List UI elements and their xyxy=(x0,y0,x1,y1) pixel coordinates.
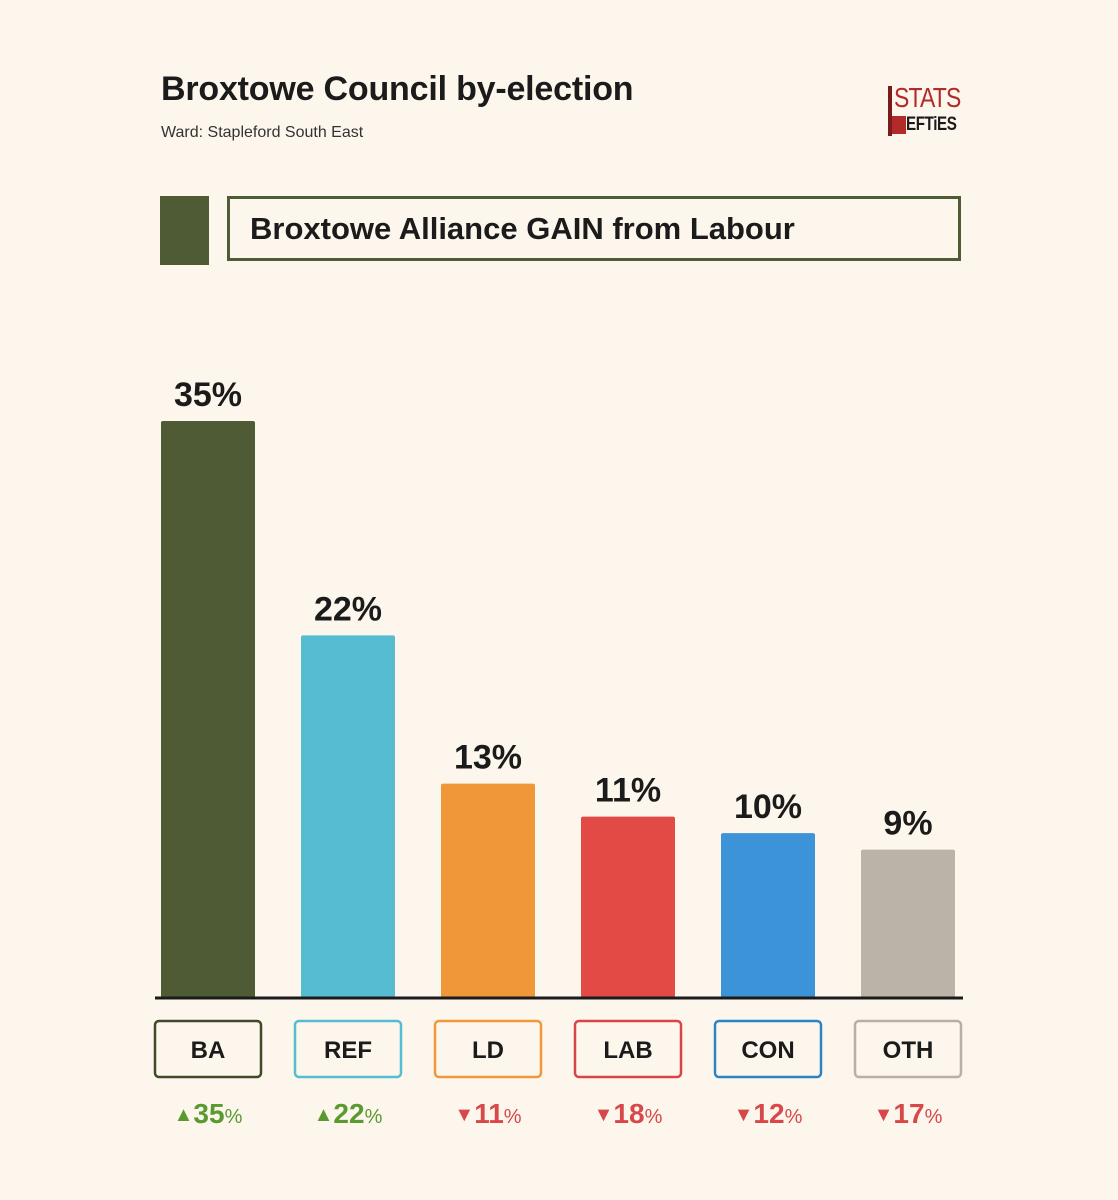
result-banner-text: Broxtowe Alliance GAIN from Labour xyxy=(250,210,795,246)
stats-for-lefties-logo: STATS EFTiES xyxy=(888,84,970,140)
bar-ref xyxy=(301,635,395,998)
category-label-con: CON xyxy=(741,1037,794,1064)
bar-ld xyxy=(441,783,535,998)
result-banner: Broxtowe Alliance GAIN from Labour xyxy=(227,196,961,261)
value-label-oth: 9% xyxy=(883,805,932,843)
value-label-ba: 35% xyxy=(174,376,242,414)
chart-title: Broxtowe Council by-election xyxy=(161,70,634,108)
category-label-ref: REF xyxy=(324,1037,372,1064)
logo-efties-text: EFTiES xyxy=(906,114,957,135)
category-box-ref xyxy=(293,1019,403,1079)
category-box-ld xyxy=(433,1019,543,1079)
change-label-ba: ▲35% xyxy=(174,1098,243,1129)
logo-stats-text: STATS xyxy=(894,82,961,113)
banner-color-swatch xyxy=(160,196,209,265)
category-label-ba: BA xyxy=(191,1037,226,1064)
bar-ba xyxy=(161,421,255,998)
change-label-ld: ▼11% xyxy=(454,1098,521,1129)
change-label-con: ▼12% xyxy=(734,1098,803,1129)
category-box-ba xyxy=(153,1019,263,1079)
value-label-con: 10% xyxy=(734,788,802,826)
bar-oth xyxy=(861,849,955,998)
category-label-lab: LAB xyxy=(603,1037,652,1064)
category-box-con xyxy=(713,1019,823,1079)
change-label-oth: ▼17% xyxy=(874,1098,943,1129)
category-box-lab xyxy=(573,1019,683,1079)
category-box-oth xyxy=(853,1019,963,1079)
change-label-lab: ▼18% xyxy=(594,1098,663,1129)
category-label-oth: OTH xyxy=(883,1037,934,1064)
value-label-ld: 13% xyxy=(454,739,522,777)
bar-con xyxy=(721,833,815,998)
chart-subtitle: Ward: Stapleford South East xyxy=(161,124,364,141)
change-label-ref: ▲22% xyxy=(314,1098,383,1129)
value-label-lab: 11% xyxy=(595,772,661,810)
value-label-ref: 22% xyxy=(314,590,382,628)
bar-lab xyxy=(581,816,675,998)
category-label-ld: LD xyxy=(472,1037,504,1064)
